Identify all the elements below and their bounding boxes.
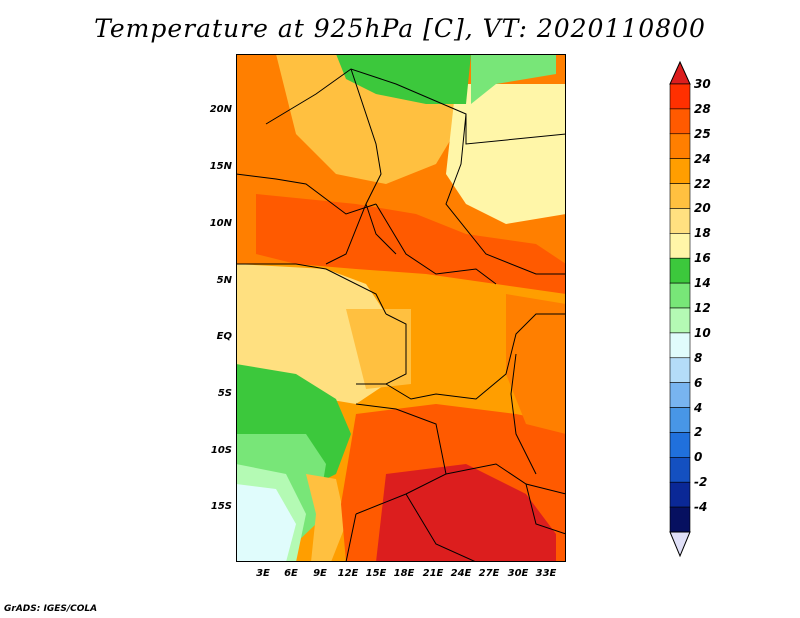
colorbar-label: 0 (694, 450, 703, 465)
colorbar-segment (669, 158, 691, 184)
lat-label: 10N (209, 218, 232, 229)
colorbar-segment (669, 208, 691, 234)
colorbar-segment (669, 481, 691, 508)
colorbar-segment (669, 382, 691, 408)
lat-label: 5S (217, 388, 232, 399)
colorbar-segment (669, 307, 691, 334)
colorbar-label: 25 (694, 126, 711, 141)
country-borders (236, 68, 566, 562)
lon-label: 33E (535, 568, 557, 579)
colorbar-segment (669, 233, 691, 259)
colorbar (669, 60, 691, 558)
colorbar-label: 12 (694, 301, 711, 315)
colorbar-label: 24 (694, 151, 711, 166)
lon-label: 18E (393, 568, 415, 579)
lon-label: 9E (313, 568, 327, 579)
lat-label: 15N (209, 161, 232, 172)
temperature-map (236, 54, 566, 562)
lat-label: 15S (210, 501, 232, 512)
lon-label: 21E (422, 568, 444, 579)
colorbar-segment (669, 83, 691, 110)
colorbar-segment (669, 133, 691, 159)
lon-label: 30E (507, 568, 529, 579)
colorbar-segment (669, 432, 691, 458)
credit-text: GrADS: IGES/COLA (4, 604, 98, 614)
lat-label: EQ (216, 331, 232, 342)
colorbar-label: 22 (694, 176, 711, 191)
lon-label: 6E (284, 568, 298, 579)
colorbar-label: -2 (694, 475, 708, 490)
map-plot-area (236, 54, 566, 562)
colorbar-segment (669, 332, 691, 359)
colorbar-label: 20 (694, 201, 711, 216)
lon-label: 12E (337, 568, 359, 579)
colorbar-segment (669, 257, 691, 284)
colorbar-segment (669, 407, 691, 433)
colorbar-label: 16 (694, 251, 711, 266)
colorbar-label: 6 (694, 375, 703, 390)
colorbar-segment (669, 506, 691, 533)
colorbar-segment (669, 108, 691, 135)
colorbar-segment (669, 282, 691, 309)
colorbar-segment (669, 457, 691, 483)
lon-label: 15E (365, 568, 387, 579)
lon-label: 24E (450, 568, 472, 579)
colorbar-segment (669, 357, 691, 383)
colorbar-label: 30 (694, 77, 711, 91)
colorbar-label: 28 (694, 101, 711, 116)
colorbar-label: 18 (694, 226, 711, 241)
lat-label: 5N (216, 275, 232, 286)
colorbar-label: 14 (694, 276, 711, 291)
lat-label: 10S (210, 445, 232, 456)
colorbar-label: 10 (694, 325, 711, 340)
colorbar-label: 2 (694, 425, 703, 440)
lat-label: 20N (209, 104, 232, 115)
chart-title: Temperature at 925hPa [C], VT: 202011080… (94, 14, 706, 43)
lon-label: 27E (478, 568, 500, 579)
colorbar-label: 4 (694, 400, 703, 415)
lon-label: 3E (256, 568, 270, 579)
colorbar-segment (669, 183, 691, 209)
colorbar-label: 8 (694, 350, 703, 365)
colorbar-top-arrow (669, 60, 691, 85)
colorbar-bottom-arrow (669, 531, 691, 558)
colorbar-label: -4 (694, 500, 708, 515)
